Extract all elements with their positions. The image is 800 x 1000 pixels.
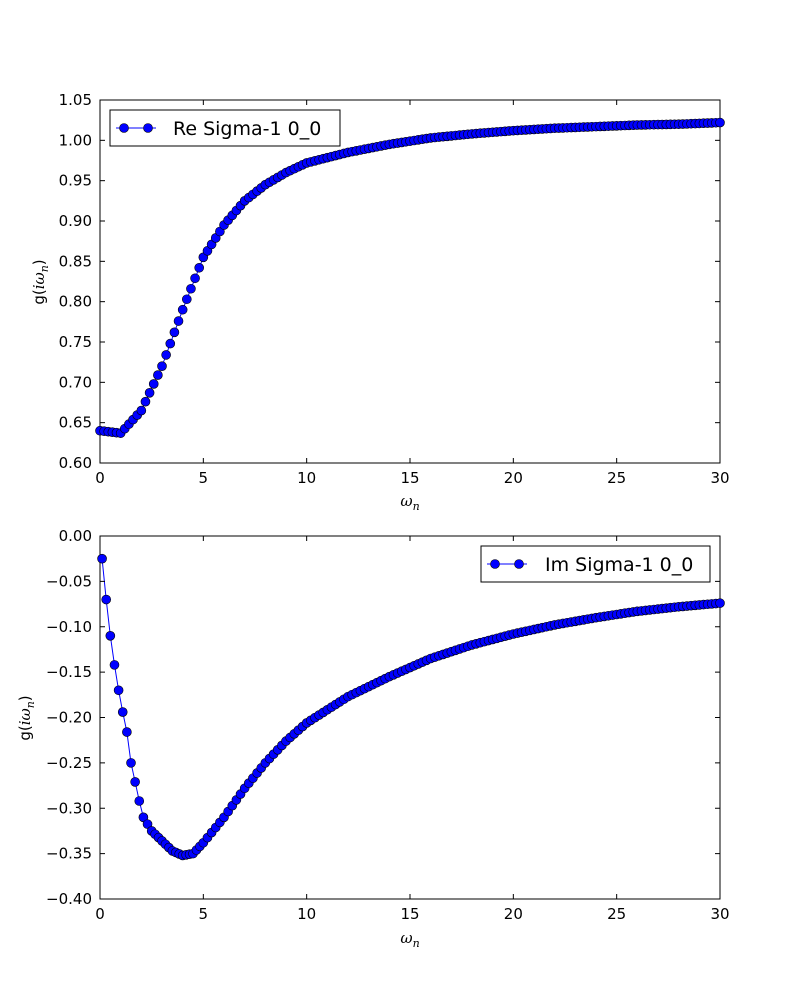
bottom-data-point bbox=[134, 796, 145, 806]
top-y-tick-label: 0.95 bbox=[59, 172, 92, 190]
bottom-y-tick-label: −0.35 bbox=[46, 845, 92, 863]
bottom-legend-marker-left bbox=[490, 559, 500, 569]
top-data-point bbox=[186, 283, 196, 294]
top-legend-marker-right bbox=[143, 123, 153, 133]
bottom-data-point bbox=[97, 553, 107, 564]
bottom-x-tick-label: 25 bbox=[607, 905, 626, 923]
bottom-y-tick-label: −0.20 bbox=[46, 709, 92, 727]
top-data-point bbox=[182, 294, 192, 305]
bottom-y-tick-label: 0.00 bbox=[59, 527, 92, 545]
top-data-point bbox=[165, 338, 176, 349]
top-x-tick-label: 15 bbox=[400, 469, 419, 487]
bottom-legend-marker-right bbox=[514, 559, 524, 569]
top-data-point bbox=[144, 388, 155, 398]
bottom-y-tick-label: −0.10 bbox=[46, 618, 92, 636]
top-y-tick-label: 0.85 bbox=[59, 252, 92, 270]
top-chart: 0 5 10 15 20 25 30 0.60 0.65 0.70 0.75 0.80 0.85 0.90… bbox=[30, 91, 730, 513]
bottom-y-tick-label: −0.15 bbox=[46, 663, 92, 681]
top-data-point bbox=[169, 327, 180, 338]
top-x-tick-label: 25 bbox=[607, 469, 626, 487]
bottom-y-tick-label: −0.05 bbox=[46, 572, 92, 590]
bottom-data-point bbox=[122, 727, 132, 737]
top-y-tick-label: 1.00 bbox=[59, 131, 92, 149]
top-data-point bbox=[148, 379, 159, 389]
bottom-x-tick-label: 15 bbox=[400, 905, 419, 923]
top-x-axis-label: ωn bbox=[400, 492, 419, 513]
bottom-legend: Im Sigma-1 0_0 bbox=[480, 545, 711, 583]
bottom-y-axis-label: g(iωn) bbox=[16, 695, 37, 740]
bottom-data-point bbox=[109, 660, 120, 670]
top-data-point bbox=[194, 262, 204, 273]
top-data-point bbox=[136, 405, 147, 416]
top-data-point bbox=[715, 117, 725, 128]
top-data-point bbox=[177, 304, 188, 315]
top-data-point bbox=[153, 370, 163, 380]
bottom-data-point bbox=[117, 707, 128, 717]
bottom-plot-area bbox=[99, 535, 721, 900]
top-y-tick-label: 0.70 bbox=[59, 373, 92, 391]
bottom-data-point bbox=[105, 631, 116, 641]
bottom-x-tick-label: 30 bbox=[710, 905, 729, 923]
top-x-tick-label: 20 bbox=[504, 469, 523, 487]
bottom-data-point bbox=[113, 685, 124, 696]
top-x-tick-label: 30 bbox=[710, 469, 729, 487]
top-y-tick-label: 1.05 bbox=[59, 91, 92, 109]
bottom-data-point bbox=[715, 598, 725, 608]
bottom-chart: 0 5 10 15 20 25 30 −0.40 −0.35 −0.30 −0.25 −0.20 −0.… bbox=[16, 527, 730, 950]
top-legend-marker-left bbox=[119, 123, 129, 133]
top-data-point bbox=[157, 361, 167, 372]
top-y-tick-label: 0.80 bbox=[59, 293, 92, 311]
bottom-x-tick-label: 0 bbox=[95, 905, 105, 923]
bottom-legend-label: Im Sigma-1 0_0 bbox=[545, 554, 693, 576]
bottom-x-axis-label: ωn bbox=[400, 929, 419, 950]
bottom-x-tick-label: 20 bbox=[504, 905, 523, 923]
top-plot-area bbox=[99, 99, 721, 464]
top-y-axis-label: g(iωn) bbox=[30, 259, 51, 304]
top-data-point bbox=[140, 396, 151, 407]
top-data-point bbox=[161, 350, 171, 360]
bottom-y-tick-label: −0.30 bbox=[46, 799, 92, 817]
top-y-tick-label: 0.60 bbox=[59, 454, 92, 472]
bottom-y-tick-label: −0.40 bbox=[46, 890, 92, 908]
top-legend: Re Sigma-1 0_0 bbox=[109, 109, 341, 147]
top-y-tick-label: 0.90 bbox=[59, 212, 92, 230]
bottom-y-tick-label: −0.25 bbox=[46, 754, 92, 772]
bottom-data-point bbox=[101, 594, 111, 605]
top-y-tick-label: 0.75 bbox=[59, 333, 92, 351]
bottom-x-tick-label: 5 bbox=[199, 905, 209, 923]
bottom-x-tick-label: 10 bbox=[297, 905, 316, 923]
top-x-tick-label: 0 bbox=[95, 469, 105, 487]
top-legend-label: Re Sigma-1 0_0 bbox=[173, 118, 321, 140]
top-data-point bbox=[173, 316, 184, 326]
top-x-tick-label: 10 bbox=[297, 469, 316, 487]
top-data-point bbox=[190, 273, 200, 284]
top-x-tick-label: 5 bbox=[199, 469, 209, 487]
bottom-data-point bbox=[126, 758, 136, 768]
bottom-data-point bbox=[130, 777, 140, 787]
top-y-tick-label: 0.65 bbox=[59, 414, 92, 432]
